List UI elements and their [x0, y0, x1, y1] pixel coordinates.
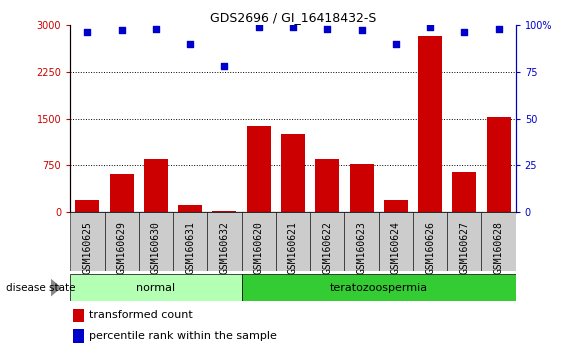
- Bar: [173, 212, 207, 271]
- Bar: [315, 159, 339, 212]
- Text: GSM160620: GSM160620: [254, 221, 264, 274]
- Point: [186, 41, 195, 46]
- Polygon shape: [51, 279, 62, 296]
- Bar: [178, 205, 202, 212]
- Text: percentile rank within the sample: percentile rank within the sample: [89, 331, 277, 341]
- Text: GDS2696 / GI_16418432-S: GDS2696 / GI_16418432-S: [210, 11, 376, 24]
- Point: [494, 26, 503, 32]
- Bar: [213, 211, 237, 212]
- Text: GSM160627: GSM160627: [459, 221, 469, 274]
- Text: GSM160626: GSM160626: [425, 221, 435, 274]
- Point: [357, 28, 366, 33]
- Text: GSM160625: GSM160625: [83, 221, 93, 274]
- Bar: [345, 212, 379, 271]
- Text: GSM160631: GSM160631: [185, 221, 195, 274]
- Bar: [413, 212, 447, 271]
- Point: [425, 24, 435, 29]
- Bar: [310, 212, 345, 271]
- Bar: [241, 274, 516, 301]
- Text: GSM160628: GSM160628: [493, 221, 503, 274]
- Text: GSM160623: GSM160623: [356, 221, 366, 274]
- Text: normal: normal: [137, 282, 176, 293]
- Bar: [418, 36, 442, 212]
- Text: teratozoospermia: teratozoospermia: [329, 282, 428, 293]
- Text: GSM160622: GSM160622: [322, 221, 332, 274]
- Bar: [70, 212, 104, 271]
- Bar: [384, 200, 408, 212]
- Point: [391, 41, 400, 46]
- Text: disease state: disease state: [6, 282, 76, 293]
- Bar: [379, 212, 413, 271]
- Point: [117, 28, 127, 33]
- Bar: [73, 329, 84, 343]
- Bar: [349, 164, 373, 212]
- Text: GSM160624: GSM160624: [391, 221, 401, 274]
- Bar: [486, 117, 510, 212]
- Text: GSM160630: GSM160630: [151, 221, 161, 274]
- Point: [83, 29, 92, 35]
- Bar: [482, 212, 516, 271]
- Bar: [452, 172, 476, 212]
- Text: transformed count: transformed count: [89, 310, 193, 320]
- Point: [288, 24, 298, 29]
- Bar: [207, 212, 241, 271]
- Bar: [144, 159, 168, 212]
- Point: [254, 24, 264, 29]
- Bar: [110, 173, 134, 212]
- Point: [459, 29, 469, 35]
- Point: [220, 63, 229, 69]
- Bar: [247, 126, 271, 212]
- Bar: [139, 212, 173, 271]
- Bar: [447, 212, 482, 271]
- Bar: [281, 133, 305, 212]
- Text: GSM160629: GSM160629: [117, 221, 127, 274]
- Bar: [104, 212, 139, 271]
- Bar: [76, 200, 100, 212]
- Bar: [241, 212, 276, 271]
- Point: [322, 26, 332, 32]
- Bar: [73, 309, 84, 322]
- Text: GSM160621: GSM160621: [288, 221, 298, 274]
- Bar: [70, 274, 241, 301]
- Text: GSM160632: GSM160632: [220, 221, 230, 274]
- Bar: [276, 212, 310, 271]
- Point: [151, 26, 161, 32]
